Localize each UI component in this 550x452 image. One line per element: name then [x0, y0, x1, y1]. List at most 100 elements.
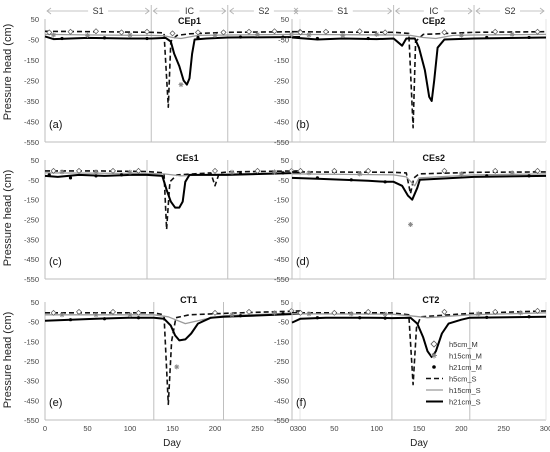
- data-point: [441, 308, 448, 315]
- y-tick-label: -350: [274, 235, 289, 244]
- x-tick-label: 100: [370, 424, 383, 433]
- data-point: [272, 169, 277, 175]
- period-arrow-right: [539, 7, 545, 15]
- data-point: [59, 169, 65, 175]
- data-point: [365, 308, 372, 315]
- period-arrow-left: [293, 7, 299, 15]
- data-point: [534, 307, 541, 314]
- y-tick-label: -450: [274, 118, 289, 127]
- x-tick-label: 50: [83, 424, 91, 433]
- period-label: S1: [337, 6, 348, 16]
- y-axis-label-bottom: Pressure head (cm): [2, 312, 14, 409]
- y-tick-label: -50: [278, 318, 289, 327]
- legend-label: h5cm_M: [449, 340, 478, 349]
- y-tick-label: 50: [281, 156, 289, 165]
- x-tick-label: 100: [124, 424, 137, 433]
- data-point: [196, 35, 200, 40]
- y-tick-label: -450: [274, 255, 289, 264]
- data-point: [51, 32, 56, 38]
- x-tick-label: 300: [294, 424, 307, 433]
- panel-title: CEp2: [422, 16, 445, 26]
- legend-label: h15cm_S: [449, 386, 481, 395]
- series-line: [45, 310, 301, 406]
- data-point: [340, 32, 346, 38]
- series-line: [44, 33, 301, 40]
- data-point: [50, 309, 57, 316]
- legend-label: h21cm_M: [449, 363, 482, 372]
- series-line: [291, 36, 547, 102]
- legend-marker: [430, 340, 438, 348]
- data-point: [315, 36, 319, 41]
- data-point: [135, 309, 142, 316]
- data-point: [50, 167, 57, 174]
- period-arrow-left: [229, 7, 234, 15]
- panel-title: CT1: [180, 295, 197, 305]
- y-tick-label: -550: [24, 416, 39, 425]
- y-tick-label: -250: [24, 216, 39, 225]
- data-point: [383, 180, 387, 184]
- y-tick-label: -450: [24, 255, 39, 264]
- data-point: [306, 170, 312, 176]
- data-point: [220, 29, 227, 36]
- data-point: [297, 167, 304, 174]
- y-tick-label: -550: [274, 138, 289, 147]
- panel-label: (f): [296, 397, 306, 409]
- data-point: [509, 31, 515, 37]
- period-label: S2: [258, 6, 269, 16]
- y-tick-label: -250: [274, 216, 289, 225]
- y-tick-label: -350: [24, 235, 39, 244]
- y-tick-label: -350: [274, 377, 289, 386]
- data-point: [306, 32, 312, 38]
- chart-panel: 50 -50 -150 -250 -350 -450 -550 CEs2 (d): [274, 153, 547, 284]
- data-point: [306, 311, 312, 317]
- y-tick-label: -50: [278, 36, 289, 45]
- x-tick-label: 300: [540, 424, 550, 433]
- data-point: [238, 35, 243, 39]
- y-tick-label: -350: [24, 97, 39, 106]
- data-point: [46, 29, 53, 36]
- period-label: IC: [429, 6, 439, 16]
- data-point: [68, 176, 73, 180]
- data-point: [85, 32, 90, 38]
- data-point: [281, 171, 285, 175]
- legend-label: h5cm_S: [449, 375, 477, 384]
- y-tick-label: 50: [281, 15, 289, 24]
- data-point: [135, 167, 142, 174]
- x-tick-label: 200: [455, 424, 468, 433]
- panel-label: (b): [296, 119, 309, 131]
- data-point: [356, 28, 363, 35]
- data-point: [127, 32, 133, 38]
- data-point: [47, 173, 51, 177]
- data-point: [365, 167, 372, 174]
- data-point: [408, 221, 414, 227]
- data-point: [272, 310, 277, 316]
- series-line: [44, 35, 301, 86]
- period-label-bg: [179, 5, 200, 16]
- series-line: [45, 170, 301, 231]
- x-tick-label: 0: [290, 424, 294, 433]
- data-point: [485, 35, 489, 40]
- data-point: [297, 29, 304, 36]
- period-label: IC: [185, 6, 195, 16]
- panel-label: (d): [296, 256, 309, 268]
- data-point: [358, 316, 362, 320]
- data-point: [102, 36, 107, 40]
- y-tick-label: -50: [28, 176, 39, 185]
- y-tick-label: -350: [24, 377, 39, 386]
- data-point: [93, 312, 99, 318]
- period-arrow-left: [475, 7, 481, 15]
- period-arrow-left: [152, 7, 158, 15]
- period-arrow-right: [221, 7, 227, 15]
- chart-panel: 50 -50 -150 -250 -350 -450 -550 CEs1 (c): [24, 153, 301, 284]
- data-point: [383, 316, 387, 320]
- y-tick-label: -150: [24, 56, 39, 65]
- y-tick-label: -250: [274, 77, 289, 86]
- y-tick-label: -250: [274, 357, 289, 366]
- data-point: [527, 174, 531, 178]
- data-point: [349, 178, 353, 182]
- data-point: [246, 28, 252, 35]
- panel-label: (a): [49, 119, 62, 131]
- data-point: [485, 315, 489, 319]
